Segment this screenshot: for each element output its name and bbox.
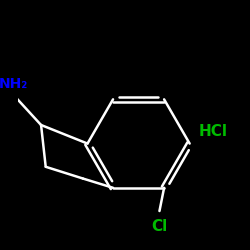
Text: HCl: HCl	[199, 124, 228, 140]
Text: Cl: Cl	[151, 219, 168, 234]
Text: NH₂: NH₂	[0, 77, 28, 91]
